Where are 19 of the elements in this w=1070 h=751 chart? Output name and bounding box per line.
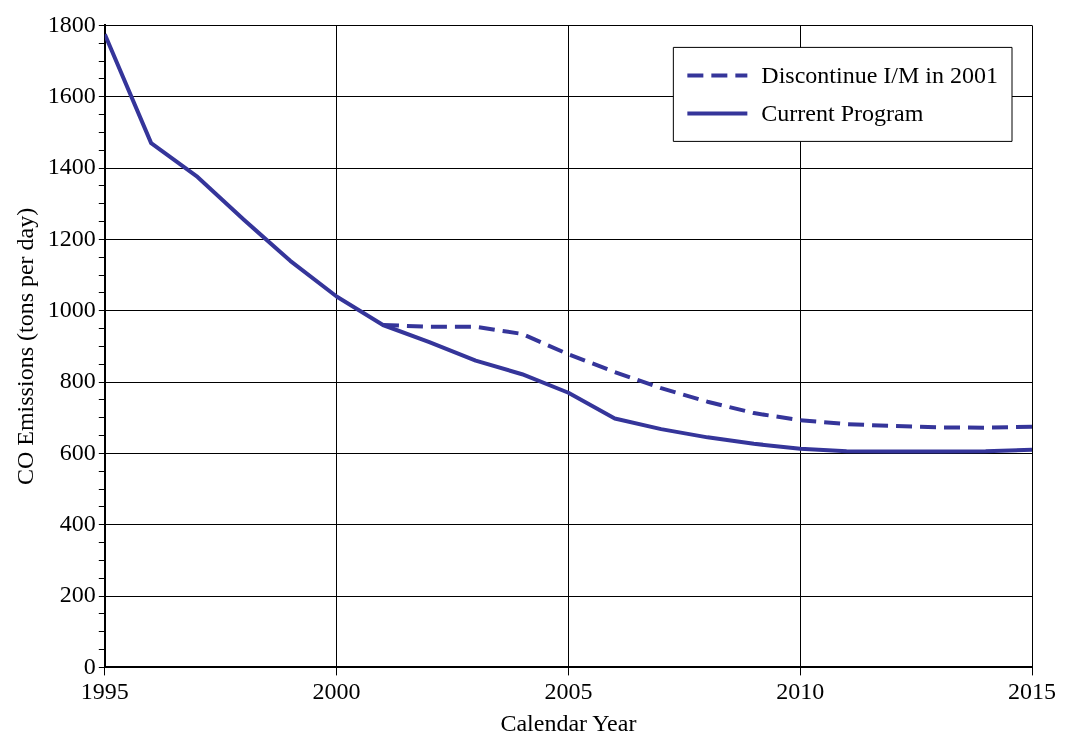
x-tick-label: 2005 xyxy=(544,678,593,705)
legend-label: Current Program xyxy=(761,99,924,126)
y-tick-label: 1400 xyxy=(47,153,96,180)
y-tick-label: 600 xyxy=(59,438,96,465)
y-tick-label: 1600 xyxy=(47,82,96,109)
x-axis-title: Calendar Year xyxy=(500,709,637,736)
y-tick-label: 400 xyxy=(59,510,96,537)
y-tick-label: 1000 xyxy=(47,296,96,323)
y-tick-label: 200 xyxy=(59,581,96,608)
y-tick-label: 1200 xyxy=(47,224,96,251)
x-tick-label: 2015 xyxy=(1008,678,1056,705)
y-tick-label: 0 xyxy=(83,652,96,679)
x-tick-label: 1995 xyxy=(80,678,129,705)
y-tick-label: 1800 xyxy=(47,10,96,37)
y-axis-title: CO Emissions (tons per day) xyxy=(11,207,38,486)
legend-label: Discontinue I/M in 2001 xyxy=(761,61,999,88)
x-tick-label: 2010 xyxy=(776,678,825,705)
y-tick-label: 800 xyxy=(59,367,96,394)
x-tick-label: 2000 xyxy=(312,678,361,705)
